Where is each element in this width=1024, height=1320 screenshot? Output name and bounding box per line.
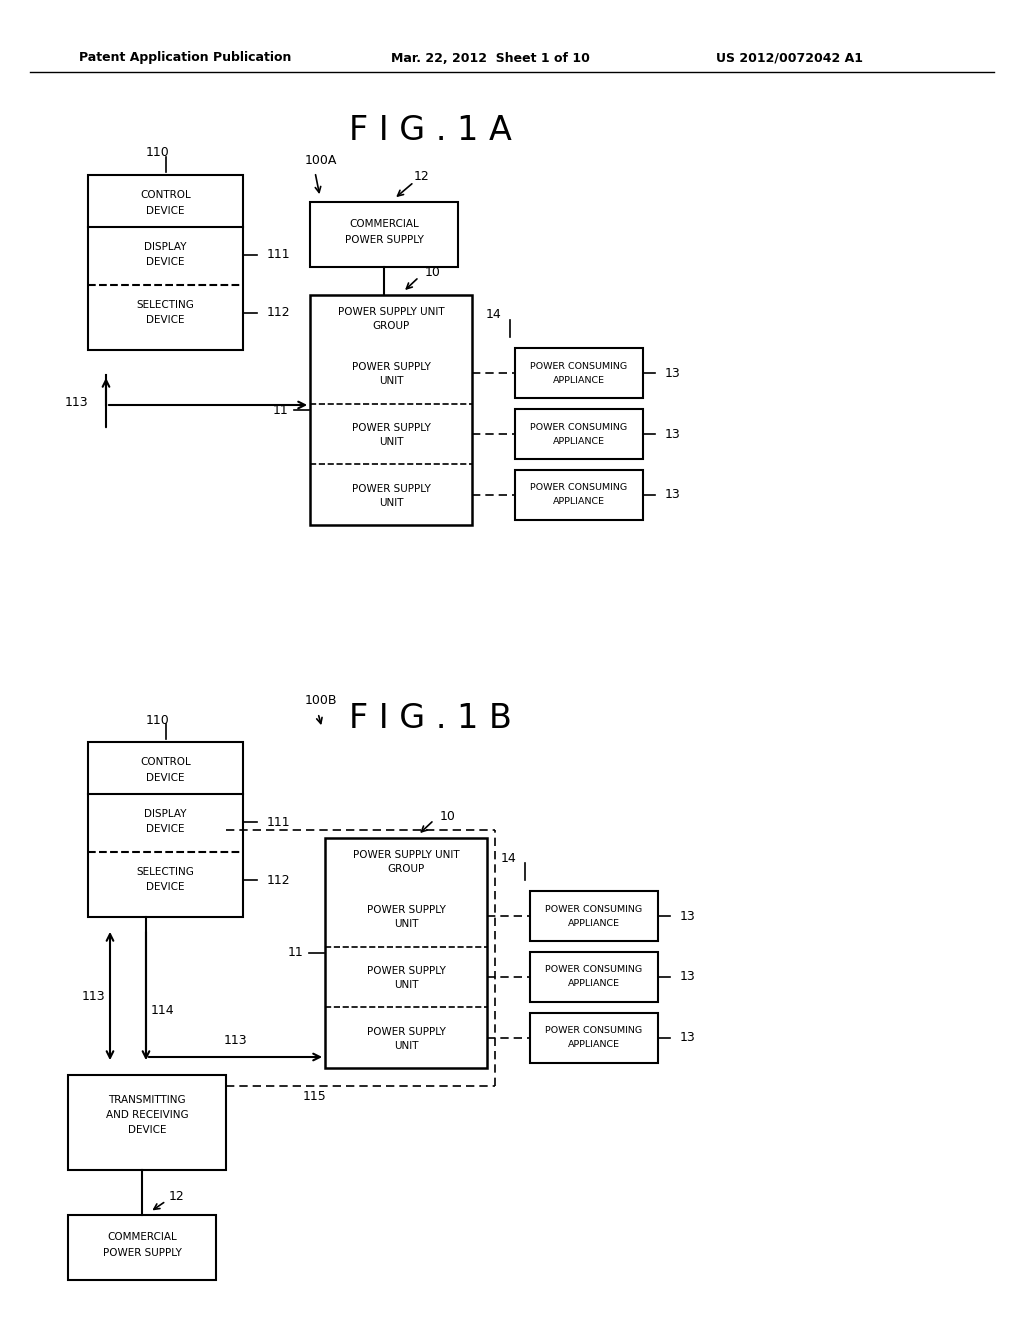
Text: 11: 11 (272, 404, 288, 417)
Bar (515, 409, 643, 459)
Text: 13: 13 (680, 1031, 695, 1044)
Text: Patent Application Publication: Patent Application Publication (79, 51, 291, 65)
Bar (530, 891, 658, 941)
Bar (515, 348, 643, 399)
Text: 100B: 100B (305, 693, 338, 706)
Text: 111: 111 (267, 816, 291, 829)
Text: POWER CONSUMING: POWER CONSUMING (530, 422, 628, 432)
Bar (530, 952, 658, 1002)
Text: 112: 112 (267, 874, 291, 887)
Text: DEVICE: DEVICE (146, 206, 184, 216)
Text: CONTROL: CONTROL (140, 190, 190, 201)
Bar (310, 294, 472, 525)
Text: APPLIANCE: APPLIANCE (568, 979, 620, 989)
Text: UNIT: UNIT (379, 498, 403, 508)
Text: 114: 114 (151, 1005, 175, 1018)
Text: AND RECEIVING: AND RECEIVING (105, 1110, 188, 1119)
Text: F I G . 1 B: F I G . 1 B (348, 701, 511, 734)
Text: 10: 10 (425, 267, 441, 280)
Text: DEVICE: DEVICE (146, 257, 184, 267)
Text: UNIT: UNIT (394, 1040, 418, 1051)
Bar (68, 1074, 226, 1170)
Text: 14: 14 (485, 309, 501, 322)
Text: DEVICE: DEVICE (146, 315, 184, 325)
Text: 13: 13 (665, 428, 681, 441)
Text: 13: 13 (665, 367, 681, 380)
Text: 13: 13 (665, 488, 681, 502)
Text: DISPLAY: DISPLAY (144, 809, 186, 818)
Text: CONTROL: CONTROL (140, 756, 190, 767)
Bar (68, 1214, 216, 1280)
Text: 113: 113 (65, 396, 88, 409)
Text: POWER CONSUMING: POWER CONSUMING (530, 362, 628, 371)
Text: GROUP: GROUP (387, 865, 425, 874)
Text: POWER SUPPLY UNIT: POWER SUPPLY UNIT (352, 850, 460, 861)
Text: 12: 12 (169, 1191, 185, 1204)
Text: POWER CONSUMING: POWER CONSUMING (546, 1026, 643, 1035)
Text: DEVICE: DEVICE (128, 1125, 166, 1135)
Text: 13: 13 (680, 970, 695, 983)
Text: 11: 11 (288, 946, 303, 960)
Text: POWER CONSUMING: POWER CONSUMING (530, 483, 628, 492)
Text: 112: 112 (267, 306, 291, 319)
Text: 110: 110 (145, 147, 169, 160)
Text: SELECTING: SELECTING (136, 867, 195, 876)
Text: APPLIANCE: APPLIANCE (568, 1040, 620, 1049)
Text: APPLIANCE: APPLIANCE (553, 437, 605, 446)
Bar (530, 1012, 658, 1063)
Text: 110: 110 (145, 714, 169, 726)
Text: POWER SUPPLY: POWER SUPPLY (367, 906, 445, 915)
Text: POWER SUPPLY: POWER SUPPLY (344, 235, 424, 246)
Text: 13: 13 (680, 909, 695, 923)
Text: DISPLAY: DISPLAY (144, 242, 186, 252)
Text: POWER SUPPLY: POWER SUPPLY (351, 362, 430, 372)
Text: COMMERCIAL: COMMERCIAL (349, 219, 419, 228)
Text: DEVICE: DEVICE (146, 882, 184, 892)
Text: POWER SUPPLY: POWER SUPPLY (367, 966, 445, 975)
Text: APPLIANCE: APPLIANCE (553, 498, 605, 506)
Text: POWER SUPPLY: POWER SUPPLY (351, 422, 430, 433)
Bar (310, 202, 458, 267)
Text: DEVICE: DEVICE (146, 824, 184, 834)
Text: POWER SUPPLY: POWER SUPPLY (351, 483, 430, 494)
Text: F I G . 1 A: F I G . 1 A (348, 114, 511, 147)
Text: 115: 115 (303, 1089, 327, 1102)
Bar (325, 838, 487, 1068)
Text: 100A: 100A (305, 153, 337, 166)
Text: UNIT: UNIT (379, 437, 403, 447)
Text: POWER SUPPLY UNIT: POWER SUPPLY UNIT (338, 308, 444, 317)
Text: TRANSMITTING: TRANSMITTING (109, 1096, 185, 1105)
Text: UNIT: UNIT (394, 979, 418, 990)
Text: US 2012/0072042 A1: US 2012/0072042 A1 (717, 51, 863, 65)
Text: 14: 14 (501, 851, 516, 865)
Text: APPLIANCE: APPLIANCE (553, 376, 605, 385)
Text: POWER SUPPLY: POWER SUPPLY (102, 1247, 181, 1258)
Text: COMMERCIAL: COMMERCIAL (108, 1232, 177, 1242)
Text: Mar. 22, 2012  Sheet 1 of 10: Mar. 22, 2012 Sheet 1 of 10 (390, 51, 590, 65)
Text: UNIT: UNIT (394, 919, 418, 929)
Text: POWER SUPPLY: POWER SUPPLY (367, 1027, 445, 1036)
Text: APPLIANCE: APPLIANCE (568, 919, 620, 928)
Text: 111: 111 (267, 248, 291, 261)
Text: SELECTING: SELECTING (136, 300, 195, 310)
Text: 113: 113 (223, 1035, 248, 1048)
Text: UNIT: UNIT (379, 376, 403, 387)
Bar (88, 742, 243, 917)
Text: GROUP: GROUP (373, 321, 410, 331)
Text: POWER CONSUMING: POWER CONSUMING (546, 904, 643, 913)
Text: 113: 113 (81, 990, 105, 1002)
Bar (88, 176, 243, 350)
Text: DEVICE: DEVICE (146, 774, 184, 783)
Bar (515, 470, 643, 520)
Text: 10: 10 (440, 809, 456, 822)
Text: POWER CONSUMING: POWER CONSUMING (546, 965, 643, 974)
Text: 12: 12 (414, 170, 430, 183)
